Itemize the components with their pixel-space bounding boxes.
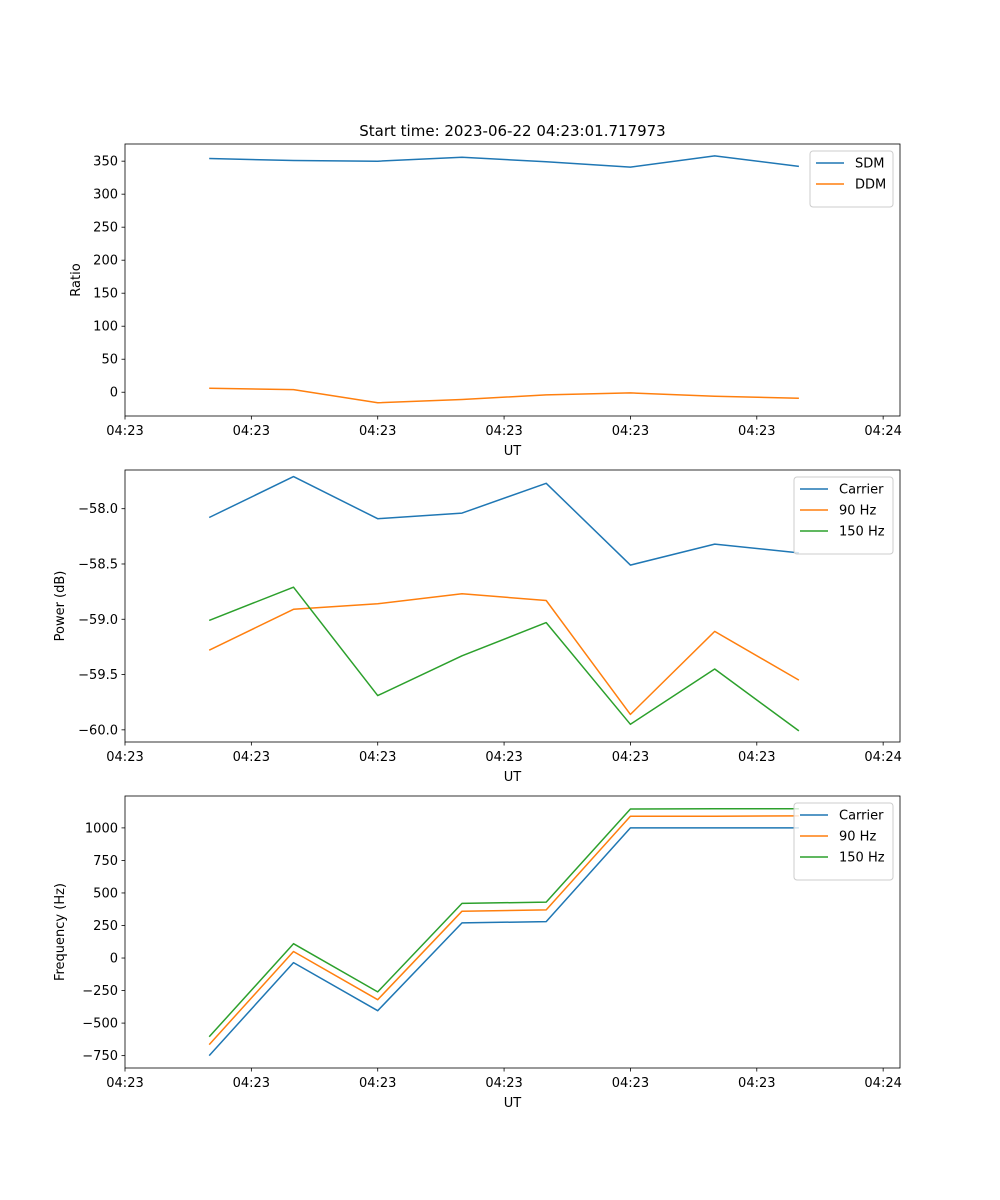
series-line-carrier <box>208 827 799 1057</box>
series-line-90-hz <box>208 815 799 1046</box>
chart-title: Start time: 2023-06-22 04:23:01.717973 <box>359 122 665 140</box>
legend-box <box>809 150 894 208</box>
chart-panel-2: 04:23 04:23 04:23 04:23 04:23 04:23 04:24 −58.0… <box>53 469 902 785</box>
y-tick-label: 200 <box>93 254 118 269</box>
x-tick-label: 04:23 <box>233 1076 270 1091</box>
y-tick-label: 500 <box>93 886 118 901</box>
legend: Carrier 90 Hz 150 Hz <box>793 802 894 881</box>
x-tick-label: 04:23 <box>612 750 649 765</box>
x-tick-label: 04:23 <box>738 1076 775 1091</box>
y-tick-label: −59.5 <box>78 668 118 683</box>
x-axis-label: UT <box>504 770 522 785</box>
legend-label: 90 Hz <box>839 830 876 845</box>
y-tick-label: −750 <box>82 1049 118 1064</box>
y-tick-label: 100 <box>93 320 118 335</box>
x-tick-label: 04:23 <box>359 750 396 765</box>
y-tick-label: 0 <box>110 386 118 401</box>
x-tick-label: 04:23 <box>233 424 270 439</box>
legend-box <box>793 476 894 555</box>
y-axis-label: Frequency (Hz) <box>53 883 68 981</box>
x-tick-label: 04:23 <box>738 424 775 439</box>
y-tick-label: 350 <box>93 155 118 170</box>
axes-frame <box>124 143 901 417</box>
legend-label: 90 Hz <box>839 504 876 519</box>
x-tick-label: 04:23 <box>738 750 775 765</box>
x-tick-label: 04:23 <box>233 750 270 765</box>
legend-label: 150 Hz <box>839 851 885 866</box>
x-axis-label: UT <box>504 444 522 459</box>
y-tick-label: −58.0 <box>78 502 118 517</box>
x-tick-label: 04:23 <box>106 750 143 765</box>
series-line-90-hz <box>208 593 800 716</box>
x-tick-label: 04:23 <box>359 424 396 439</box>
y-tick-label: 150 <box>93 287 118 302</box>
x-tick-label: 04:23 <box>106 1076 143 1091</box>
legend-label: Carrier <box>839 809 884 824</box>
x-tick-label: 04:23 <box>612 1076 649 1091</box>
series-line-sdm <box>209 155 799 168</box>
y-tick-label: 0 <box>110 952 118 967</box>
legend-box <box>793 802 894 881</box>
x-tick-label: 04:23 <box>359 1076 396 1091</box>
legend: Carrier 90 Hz 150 Hz <box>793 476 894 555</box>
x-tick-label: 04:24 <box>864 1076 901 1091</box>
y-axis-label: Ratio <box>69 263 84 296</box>
x-tick-label: 04:24 <box>864 424 901 439</box>
x-tick-label: 04:23 <box>485 750 522 765</box>
y-axis-label: Power (dB) <box>53 571 68 642</box>
axes-frame <box>124 469 901 743</box>
y-tick-label: 50 <box>101 353 118 368</box>
legend-label: SDM <box>855 157 884 172</box>
legend-label: DDM <box>855 178 886 193</box>
y-tick-label: −250 <box>82 984 118 999</box>
legend-label: 150 Hz <box>839 525 885 540</box>
y-tick-label: −60.0 <box>78 723 118 738</box>
series-line-150-hz <box>208 586 800 732</box>
legend-label: Carrier <box>839 483 884 498</box>
x-axis-label: UT <box>504 1096 522 1111</box>
chart-panel-3: 04:23 04:23 04:23 04:23 04:23 04:23 04:24 −750 −… <box>53 795 902 1111</box>
y-tick-label: −59.0 <box>78 613 118 628</box>
y-tick-label: 300 <box>93 188 118 203</box>
axes-frame <box>124 795 901 1069</box>
chart-panel-1: 04:23 04:23 04:23 04:23 04:23 04:23 04:24 0 50 10… <box>69 122 902 459</box>
x-tick-label: 04:23 <box>612 424 649 439</box>
series-line-ddm <box>209 387 799 404</box>
legend: SDM DDM <box>809 150 894 208</box>
y-tick-label: −58.5 <box>78 557 118 572</box>
x-tick-label: 04:23 <box>485 424 522 439</box>
series-line-carrier <box>208 475 799 566</box>
y-tick-label: 1000 <box>85 821 118 836</box>
x-tick-label: 04:24 <box>864 750 901 765</box>
y-tick-label: 750 <box>93 854 118 869</box>
y-tick-label: 250 <box>93 221 118 236</box>
y-tick-label: −500 <box>82 1017 118 1032</box>
x-tick-label: 04:23 <box>485 1076 522 1091</box>
series-line-150-hz <box>208 808 799 1038</box>
x-tick-label: 04:23 <box>106 424 143 439</box>
y-tick-label: 250 <box>93 919 118 934</box>
